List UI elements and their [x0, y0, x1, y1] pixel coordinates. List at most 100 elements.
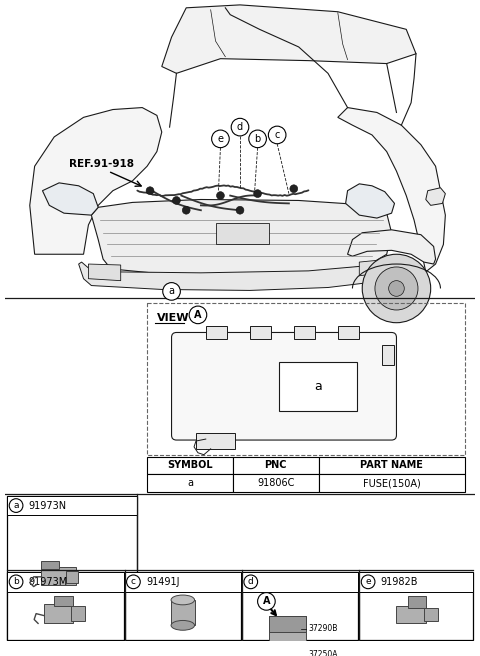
Polygon shape: [79, 262, 396, 291]
Bar: [171, 600, 194, 625]
Text: a: a: [168, 287, 175, 297]
Bar: [54, 596, 73, 605]
Bar: [196, 433, 235, 449]
Circle shape: [231, 118, 249, 136]
Polygon shape: [30, 108, 162, 255]
Bar: [360, 572, 473, 640]
Polygon shape: [42, 183, 98, 215]
Bar: [242, 572, 359, 640]
Text: e: e: [217, 134, 224, 144]
Bar: [408, 596, 426, 607]
Circle shape: [9, 575, 23, 588]
Bar: [7, 572, 124, 592]
Bar: [242, 572, 359, 592]
Polygon shape: [162, 5, 416, 73]
Bar: [396, 605, 426, 623]
Ellipse shape: [171, 595, 194, 605]
Bar: [44, 604, 73, 623]
Circle shape: [361, 575, 375, 588]
Circle shape: [249, 130, 266, 148]
Text: e: e: [365, 577, 371, 586]
Circle shape: [172, 197, 180, 205]
Bar: [7, 496, 137, 516]
Bar: [279, 362, 357, 411]
Polygon shape: [88, 264, 120, 281]
Circle shape: [212, 130, 229, 148]
Circle shape: [189, 306, 207, 323]
Bar: [125, 572, 241, 592]
Circle shape: [146, 187, 154, 195]
Bar: [271, 648, 283, 656]
Circle shape: [216, 192, 224, 199]
Text: a: a: [187, 478, 193, 488]
Text: 91982B: 91982B: [381, 577, 418, 587]
Ellipse shape: [171, 621, 194, 630]
Bar: [41, 561, 59, 569]
Text: SYMBOL: SYMBOL: [167, 461, 213, 470]
Polygon shape: [348, 230, 435, 264]
Bar: [72, 605, 85, 621]
Bar: [319, 457, 465, 474]
Bar: [338, 325, 360, 339]
Text: c: c: [131, 577, 136, 586]
Text: REF.91-918: REF.91-918: [69, 159, 134, 169]
Bar: [233, 474, 319, 492]
Circle shape: [163, 283, 180, 300]
Circle shape: [290, 185, 298, 193]
FancyBboxPatch shape: [171, 333, 396, 440]
Text: b: b: [254, 134, 261, 144]
Bar: [216, 223, 269, 245]
Circle shape: [182, 207, 190, 214]
Bar: [269, 616, 307, 632]
Circle shape: [244, 575, 258, 588]
Bar: [147, 457, 233, 474]
Polygon shape: [91, 199, 392, 275]
Text: VIEW: VIEW: [157, 313, 190, 323]
Text: FUSE(150A): FUSE(150A): [363, 478, 420, 488]
Text: 91491J: 91491J: [146, 577, 180, 587]
Bar: [269, 616, 307, 646]
Circle shape: [236, 207, 244, 214]
Polygon shape: [426, 188, 445, 205]
Text: A: A: [263, 596, 270, 606]
Circle shape: [375, 267, 418, 310]
Text: d: d: [237, 122, 243, 132]
Bar: [206, 325, 228, 339]
Text: a: a: [314, 380, 322, 393]
Text: a: a: [13, 501, 19, 510]
Text: 91806C: 91806C: [257, 478, 295, 488]
Circle shape: [389, 281, 404, 297]
Text: b: b: [13, 577, 19, 586]
Bar: [7, 572, 124, 640]
Circle shape: [127, 575, 140, 588]
Bar: [294, 325, 315, 339]
Text: 37250A: 37250A: [309, 649, 338, 656]
Text: A: A: [194, 310, 202, 320]
Bar: [125, 572, 241, 640]
Bar: [7, 496, 137, 640]
Text: d: d: [248, 577, 253, 586]
Text: 91973N: 91973N: [29, 501, 67, 510]
Bar: [250, 325, 271, 339]
Circle shape: [254, 190, 262, 197]
Polygon shape: [360, 259, 390, 276]
Bar: [41, 567, 76, 584]
Bar: [66, 571, 78, 583]
Bar: [319, 474, 465, 492]
Bar: [147, 474, 233, 492]
Text: PNC: PNC: [264, 461, 287, 470]
Circle shape: [362, 255, 431, 323]
Bar: [360, 572, 473, 592]
Bar: [147, 303, 465, 455]
Polygon shape: [338, 108, 445, 272]
Text: 91973M: 91973M: [29, 577, 68, 587]
Bar: [233, 457, 319, 474]
Polygon shape: [346, 184, 395, 218]
Text: 37290B: 37290B: [309, 625, 338, 633]
Circle shape: [9, 499, 23, 512]
Bar: [382, 345, 394, 365]
Circle shape: [258, 592, 275, 610]
Circle shape: [268, 126, 286, 144]
Text: c: c: [275, 130, 280, 140]
Bar: [424, 607, 438, 621]
